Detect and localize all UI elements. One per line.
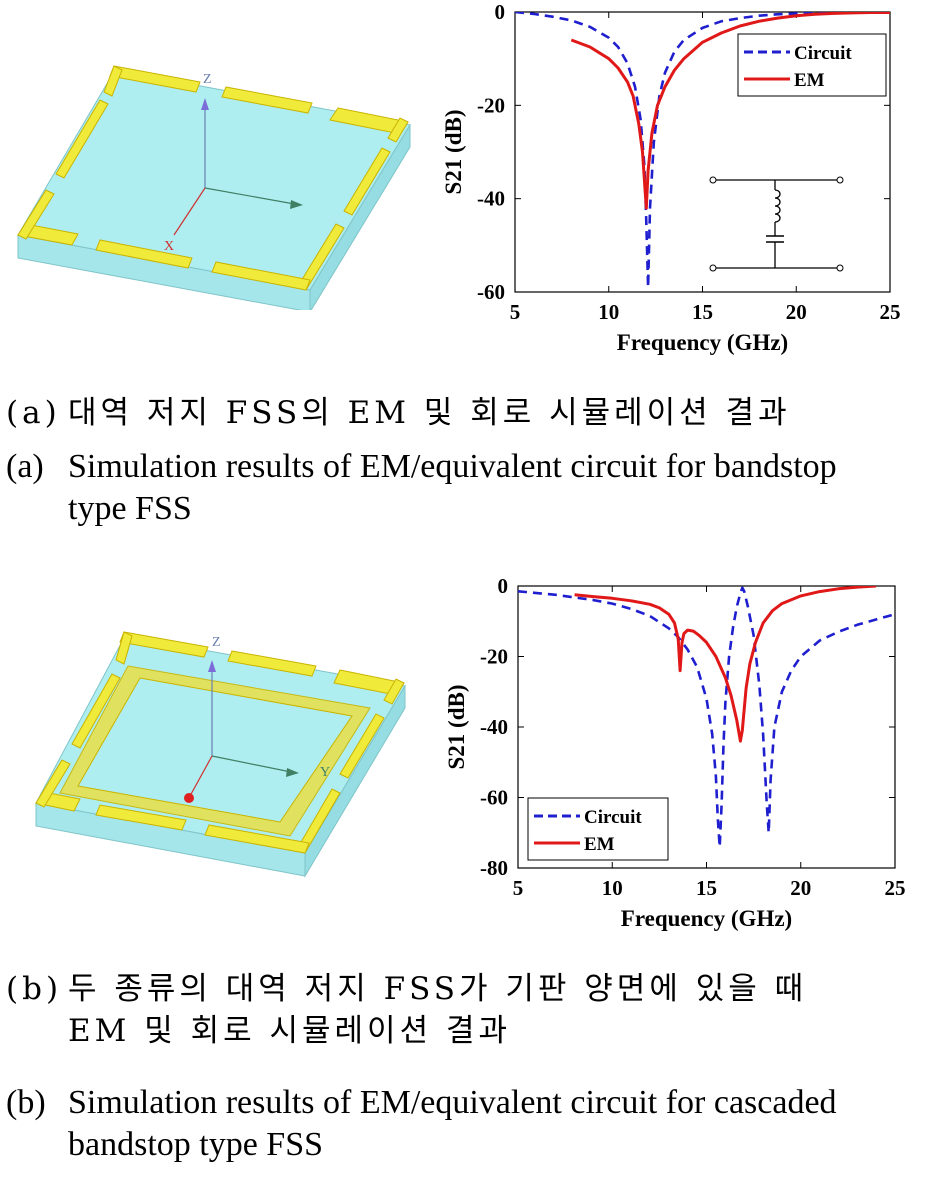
axis-z-label: Z [212, 635, 221, 650]
y-tick-label: -60 [477, 280, 505, 304]
y-tick-label: -20 [477, 93, 505, 117]
fss-3d-model-single: Z X [17, 65, 411, 310]
series-line-em [574, 586, 877, 743]
caption-a-korean: (a) 대역 저지 FSS의 EM 및 회로 시뮬레이션 결과 [6, 392, 932, 434]
y-axis-label: S21 (dB) [444, 685, 469, 770]
y-tick-label: -40 [477, 187, 505, 211]
x-tick-label: 20 [786, 300, 807, 324]
metal-ring-outer [35, 631, 405, 854]
legend-label-em: EM [794, 70, 825, 91]
caption-b-english: (b) Simulation results of EM/equivalent c… [6, 1082, 932, 1166]
caption-a-tag-en: (a) [6, 448, 44, 485]
x-tick-label: 5 [510, 300, 521, 324]
caption-b-tag-ko: (b) [6, 971, 63, 1007]
legend [737, 33, 887, 97]
caption-a-tag-ko: (a) [6, 395, 61, 431]
substrate-side [309, 123, 411, 310]
panel-b: Z Y 5 10 15 20 25 0 -20 -40 -60 -80 Frequency (GHz… [0, 568, 939, 958]
y-tick-label: 0 [498, 574, 509, 598]
s21-chart-cascaded: 5 10 15 20 25 0 -20 -40 -60 -80 Frequency (GHz) S21… [444, 574, 906, 931]
series-line-em [570, 12, 890, 210]
axis-z-label: Z [203, 72, 212, 87]
legend-label-em: EM [584, 834, 615, 855]
caption-b-line1-en: Simulation results of EM/equivalent circ… [68, 1084, 837, 1121]
x-tick-label: 10 [602, 876, 623, 900]
caption-b-line2-en: bandstop type FSS [68, 1126, 324, 1163]
coordinate-axes: Z Y [184, 635, 330, 803]
legend [527, 797, 669, 861]
x-tick-label: 10 [598, 300, 619, 324]
lc-schematic-inset [709, 176, 844, 272]
s21-chart-single: 5 10 15 20 25 0 -20 -40 -60 Frequency (GHz) S21 (d… [441, 0, 901, 355]
y-tick-label: -60 [480, 786, 508, 810]
y-tick-label: -80 [480, 856, 508, 880]
caption-b-tag-en: (b) [6, 1084, 46, 1121]
x-tick-label: 25 [885, 876, 906, 900]
y-tick-label: -20 [480, 645, 508, 669]
x-axis-label: Frequency (GHz) [621, 906, 792, 931]
fss-3d-model-cascaded: Z Y [35, 631, 406, 878]
x-tick-label: 20 [790, 876, 811, 900]
y-axis-label: S21 (dB) [441, 110, 466, 195]
x-axis-label: Frequency (GHz) [617, 330, 788, 355]
legend-label-circuit: Circuit [584, 807, 642, 828]
caption-b-line1-ko: 두 종류의 대역 저지 FSS가 기판 양면에 있을 때 [68, 971, 808, 1007]
caption-a-text-ko: 대역 저지 FSS의 EM 및 회로 시뮬레이션 결과 [68, 395, 791, 431]
substrate-side [304, 684, 406, 878]
caption-a-line1-en: Simulation results of EM/equivalent circ… [68, 448, 837, 485]
series-line-circuit [515, 12, 890, 289]
caption-a-line2-en: type FSS [68, 490, 192, 527]
metal-ring [17, 65, 409, 291]
caption-b-korean: (b) 두 종류의 대역 저지 FSS가 기판 양면에 있을 때 EM 및 회로 … [6, 968, 932, 1052]
inductor-symbol [774, 189, 781, 223]
x-tick-label: 5 [513, 876, 524, 900]
caption-a-english: (a) Simulation results of EM/equivalent c… [6, 446, 932, 530]
series-line-circuit [518, 586, 895, 849]
x-tick-label: 25 [880, 300, 901, 324]
x-tick-label: 15 [696, 876, 717, 900]
y-tick-label: 0 [495, 0, 506, 24]
x-tick-label: 15 [692, 300, 713, 324]
panel-a: Z X 5 10 15 20 25 0 -20 -40 -60 Frequency (GHz) S2… [0, 0, 939, 380]
coordinate-axes: Z X [164, 72, 303, 254]
y-tick-label: -40 [480, 715, 508, 739]
legend-label-circuit: Circuit [794, 43, 852, 64]
axis-x-label: X [164, 239, 174, 254]
caption-b-line2-ko: EM 및 회로 시뮬레이션 결과 [68, 1013, 511, 1049]
axis-y-label: Y [320, 765, 330, 780]
